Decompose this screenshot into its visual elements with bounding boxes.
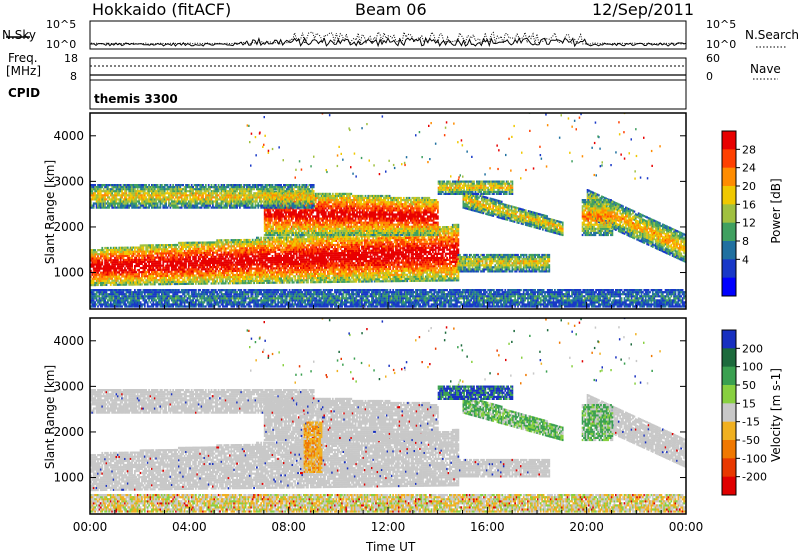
nave-label: Nave: [750, 62, 781, 76]
velocity-data-layer: [90, 318, 686, 513]
power-colorbar-tick-label: 24: [742, 162, 756, 175]
time-axis: 00:00 04:00 08:00 12:00 16:00 20:00 00:00: [73, 520, 704, 534]
velocity-colorbar-swatch: [722, 421, 736, 441]
velocity-panel: 4000 3000 2000 1000: [53, 317, 687, 515]
velocity-colorbar-swatch: [722, 440, 736, 459]
power-colorbar-frame: [721, 130, 737, 297]
power-data-layer: [90, 113, 686, 308]
colorbars: 28 24 20 16 12 8 4 200 100 50 15 -15 -50 -100 -200: [721, 130, 767, 496]
power-colorbar-swatch: [722, 241, 736, 260]
power-colorbar-label: Power [dB]: [769, 151, 783, 271]
x-tick-label: 20:00: [569, 520, 604, 534]
power-ylabel: Slant Range [km]: [43, 152, 57, 272]
power-colorbar-swatch: [722, 131, 736, 150]
x-tick-label: 04:00: [172, 520, 207, 534]
power-axes: 4000 3000 2000 1000: [53, 129, 687, 309]
velocity-colorbar-swatch: [722, 403, 736, 423]
nsky-frame: [89, 20, 687, 50]
velocity-colorbar-tick-label: -200: [742, 471, 767, 484]
velocity-colorbar-tick-label: 100: [742, 361, 763, 374]
nave-tick-high: 60: [706, 52, 720, 65]
power-colorbar-tick-label: 28: [742, 143, 756, 156]
beam-label: Beam 06: [355, 0, 427, 19]
cpid-frame: [89, 79, 687, 110]
freq-label: Freq.: [8, 51, 38, 65]
y-tick-label: 4000: [53, 334, 84, 348]
velocity-colorbar-swatch: [722, 476, 736, 496]
cpid-label: CPID: [8, 86, 40, 100]
x-tick-label: 12:00: [371, 520, 406, 534]
y-tick-label: 3000: [53, 174, 84, 188]
y-tick-label: 1000: [53, 266, 84, 280]
velocity-colorbar-label: Velocity [m s-1]: [769, 355, 783, 475]
nsearch-label: N.Search: [745, 28, 799, 42]
nsky-tick-low: 10^0: [46, 38, 76, 51]
y-tick-label: 1000: [53, 471, 84, 485]
y-tick-label: 3000: [53, 379, 84, 393]
power-colorbar-swatch: [722, 167, 736, 187]
y-tick-label: 2000: [53, 220, 84, 234]
velocity-axes: 4000 3000 2000 1000: [53, 334, 687, 514]
nave-tick-low: 0: [706, 70, 713, 83]
power-colorbar-swatch: [722, 222, 736, 242]
station-title: Hokkaido (fitACF): [92, 0, 231, 19]
power-colorbar-tick-label: 20: [742, 180, 756, 193]
freq-unit: [MHz]: [6, 64, 41, 78]
power-colorbar-tick-label: 16: [742, 198, 756, 211]
date-label: 12/Sep/2011: [592, 0, 694, 19]
velocity-colorbar-tick-label: -15: [742, 416, 760, 429]
top-strip-panels: [6, 20, 786, 110]
nsky-tick-high: 10^5: [46, 18, 76, 31]
power-colorbar-swatch: [722, 277, 736, 297]
power-colorbar-tick-label: 4: [742, 253, 749, 266]
velocity-colorbar-tick-label: 50: [742, 379, 756, 392]
velocity-colorbar-tick-label: 15: [742, 397, 756, 410]
x-tick-label: 08:00: [271, 520, 306, 534]
power-colorbar-tick-label: 12: [742, 217, 756, 230]
nsearch-trace: [89, 30, 687, 46]
y-tick-label: 2000: [53, 425, 84, 439]
power-colorbar-swatch: [722, 204, 736, 224]
nsky-label: N.Sky: [2, 28, 36, 42]
power-colorbar-swatch: [722, 259, 736, 279]
x-axis-title: Time UT: [366, 540, 415, 554]
velocity-colorbar-tick-label: -50: [742, 434, 760, 447]
velocity-colorbar-tick-label: 200: [742, 342, 763, 355]
velocity-colorbar-tick-label: -100: [742, 452, 767, 465]
x-tick-label: 00:00: [669, 520, 704, 534]
power-colorbar-swatch: [722, 186, 736, 205]
freq-frame: [89, 57, 687, 81]
nsearch-tick-low: 10^0: [706, 38, 736, 51]
power-panel: 4000 3000 2000 1000: [53, 112, 687, 310]
nsky-trace: [89, 36, 687, 48]
velocity-colorbar-frame: [721, 329, 737, 496]
cpid-value: themis 3300: [94, 92, 178, 106]
y-tick-label: 4000: [53, 129, 84, 143]
velocity-ylabel: Slant Range [km]: [43, 357, 57, 477]
x-tick-label: 00:00: [73, 520, 108, 534]
power-colorbar-tick-label: 8: [742, 235, 749, 248]
freq-tick-low: 8: [70, 70, 77, 83]
nsearch-tick-high: 10^5: [706, 18, 736, 31]
x-tick-label: 16:00: [470, 520, 505, 534]
velocity-colorbar-swatch: [722, 385, 736, 404]
freq-tick-high: 18: [64, 52, 78, 65]
velocity-colorbar-swatch: [722, 366, 736, 386]
velocity-colorbar-swatch: [722, 458, 736, 478]
power-colorbar-swatch: [722, 149, 736, 169]
velocity-colorbar-swatch: [722, 348, 736, 368]
velocity-colorbar-swatch: [722, 330, 736, 349]
